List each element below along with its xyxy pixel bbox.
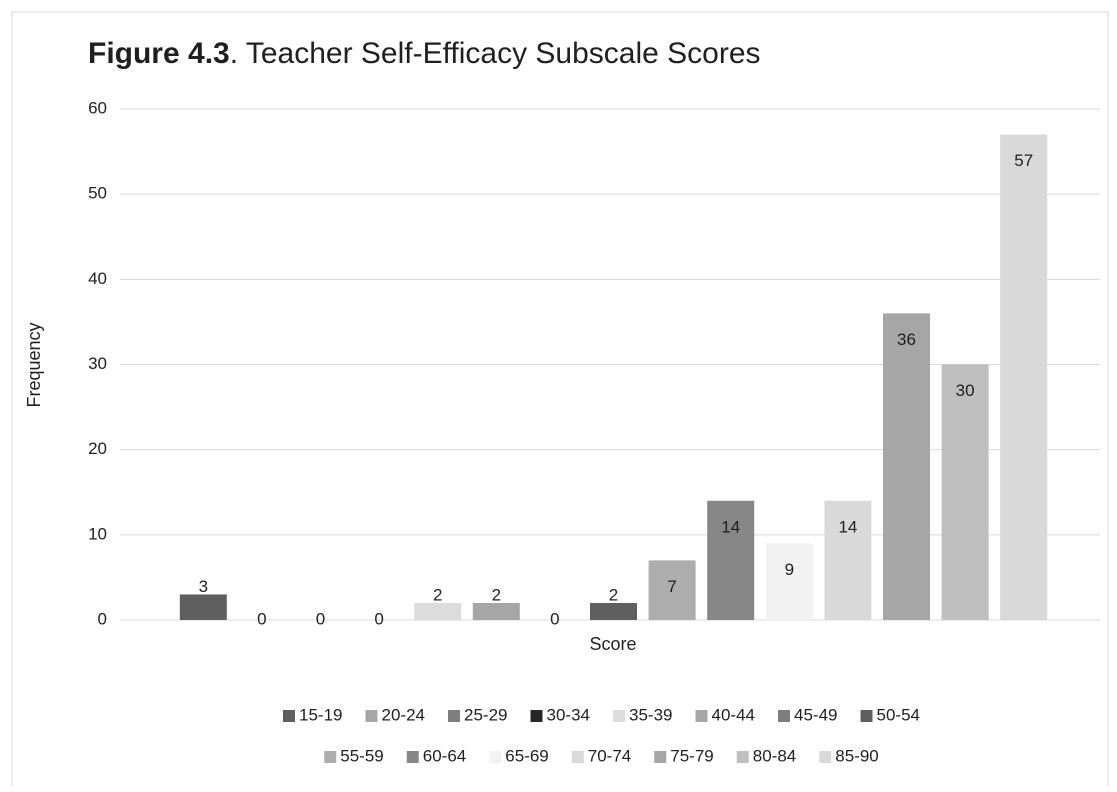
chart-title: Figure 4.3. Teacher Self-Efficacy Subsca… — [88, 37, 761, 70]
data-label: 0 — [550, 609, 559, 628]
data-label: 57 — [1014, 151, 1033, 170]
legend-swatch — [819, 751, 832, 763]
legend-swatch — [736, 751, 749, 763]
legend-swatch — [613, 710, 625, 722]
legend-label: 60-64 — [423, 746, 466, 765]
legend-swatch — [654, 751, 667, 763]
bar — [648, 560, 696, 620]
title-prefix: Figure 4.3 — [88, 37, 230, 70]
y-tick-label: 40 — [88, 269, 107, 288]
legend-label: 15-19 — [299, 705, 342, 724]
y-tick-label: 50 — [88, 184, 107, 203]
bar — [765, 543, 813, 620]
bar — [824, 500, 872, 620]
legend-label: 35-39 — [629, 705, 672, 724]
y-tick-label: 60 — [88, 98, 107, 117]
data-label: 14 — [721, 517, 740, 536]
legend-swatch — [324, 751, 337, 763]
bar — [472, 602, 520, 620]
legend-label: 50-54 — [877, 705, 920, 724]
data-label: 0 — [257, 609, 266, 628]
bar — [941, 364, 989, 620]
bar — [414, 602, 462, 620]
bar — [1000, 134, 1048, 621]
legend-swatch — [489, 751, 502, 763]
data-label: 36 — [897, 330, 916, 349]
legend-swatch — [695, 710, 708, 722]
x-axis-title: Score — [589, 634, 636, 654]
bar — [883, 313, 930, 620]
legend-label: 55-59 — [340, 746, 383, 765]
legend-label: 45-49 — [794, 705, 837, 724]
data-label: 14 — [838, 517, 857, 536]
legend-swatch — [283, 710, 295, 722]
legend-label: 80-84 — [753, 746, 796, 765]
legend-label: 20-24 — [382, 705, 425, 724]
y-tick-label: 30 — [88, 354, 107, 373]
legend-label: 40-44 — [712, 705, 755, 724]
data-label: 2 — [609, 585, 618, 604]
bar — [179, 594, 227, 620]
legend-swatch — [778, 710, 790, 722]
legend-swatch — [530, 710, 543, 722]
legend-swatch — [365, 710, 378, 722]
bar — [707, 500, 755, 620]
data-label: 0 — [374, 609, 383, 628]
legend-label: 70-74 — [588, 746, 631, 765]
legend-label: 65-69 — [505, 746, 548, 765]
data-label: 0 — [316, 609, 325, 628]
data-label: 9 — [785, 560, 794, 579]
data-label: 3 — [199, 577, 208, 596]
legend-label: 85-90 — [835, 746, 878, 765]
data-label: 2 — [433, 585, 442, 604]
legend-label: 25-29 — [464, 705, 507, 724]
legend-label: 75-79 — [670, 746, 713, 765]
data-label: 2 — [492, 585, 501, 604]
legend-swatch — [406, 751, 419, 763]
bar — [590, 602, 637, 620]
y-tick-label: 20 — [88, 439, 107, 458]
legend-label: 30-34 — [547, 705, 590, 724]
y-tick-label: 0 — [98, 609, 107, 628]
legend-swatch — [571, 751, 584, 763]
data-label: 7 — [667, 577, 676, 596]
y-axis-title: Frequency — [24, 322, 44, 407]
title-text: . Teacher Self-Efficacy Subscale Scores — [230, 37, 761, 70]
y-tick-label: 10 — [88, 524, 107, 543]
legend-swatch — [448, 710, 460, 722]
legend-swatch — [860, 710, 873, 722]
data-label: 30 — [956, 381, 975, 400]
